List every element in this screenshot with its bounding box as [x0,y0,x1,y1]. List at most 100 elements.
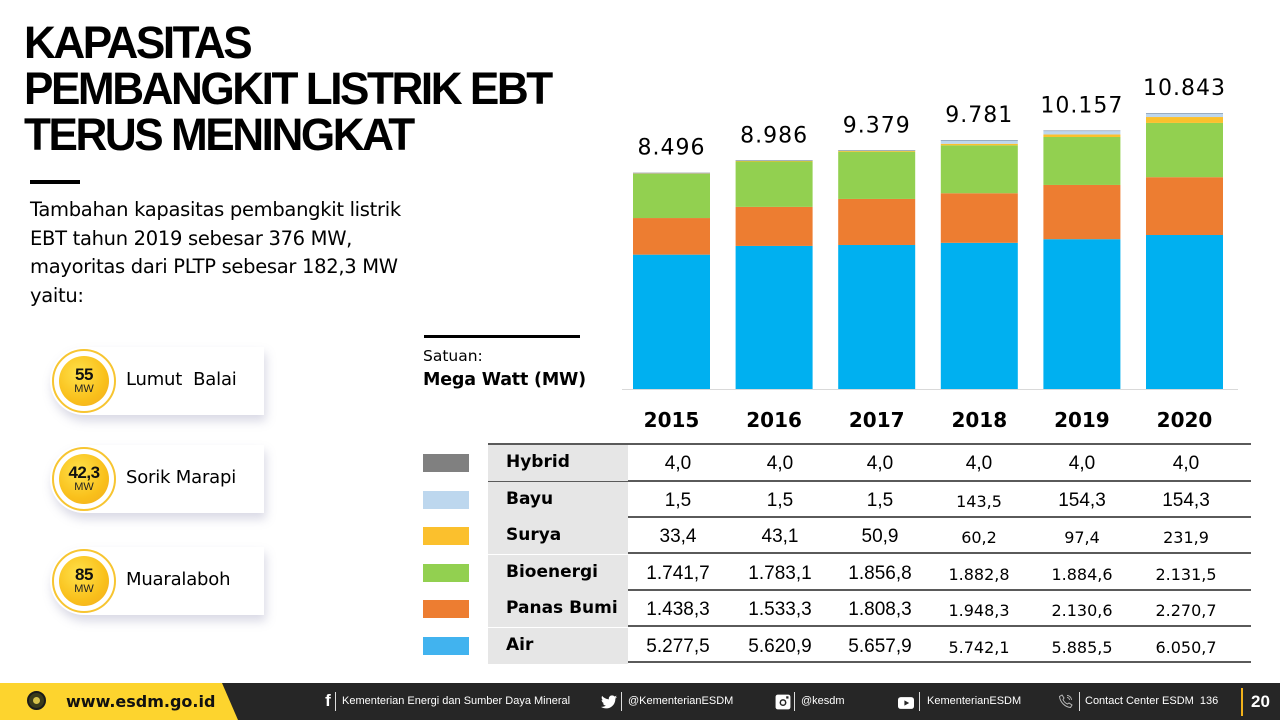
table-cell: 1.741,7 [646,562,710,584]
description: Tambahan kapasitas pembangkit listrik EB… [30,196,470,310]
table-cell: 50,9 [861,526,899,547]
unit-divider [424,335,580,338]
table-cell: 1,5 [664,489,692,511]
table-cell: 4,0 [965,453,993,474]
legend-swatch-surya [423,527,469,545]
divider [335,692,336,711]
bar-segment-air-2017 [838,244,916,389]
bar-segment-surya-2019 [1043,134,1121,137]
table-row: Panas Bumi 1.438,3 1.533,3 1.808,3 1.948,3 2.… [488,591,1251,627]
table-rule [488,552,1251,554]
bar-segment-air-2016 [735,245,813,389]
row-label-cell: Panas Bumi [488,591,628,627]
x-tick-label-2020: 2020 [1157,408,1213,432]
twitter-icon [601,695,617,709]
table-row: Bioenergi 1.741,7 1.783,1 1.856,8 1.882,8 1.8… [488,554,1251,591]
table-cell: 5.277,5 [646,635,710,657]
legend-swatch-panas-bumi [423,600,469,618]
plant-capacity-value: 85 [75,565,93,584]
table-cell: 2.131,5 [1155,564,1217,584]
row-label: Panas Bumi [506,598,618,618]
row-label-cell: Hybrid [488,445,628,481]
table-cell: 154,3 [1162,489,1210,511]
website-link[interactable]: www.esdm.go.id [66,692,216,711]
row-label-cell: Bayu [488,481,628,518]
instagram-icon [775,694,791,710]
plant-capacity-value: 55 [75,365,93,384]
table-cell: 143,5 [956,491,1002,511]
row-label-cell: Bioenergi [488,554,628,591]
x-tick-label-2019: 2019 [1054,408,1110,432]
table-cell: 2.130,6 [1051,601,1113,620]
table-cell: 4,0 [664,453,692,474]
bar-stack-2017 [838,150,916,389]
table-cell: 1.808,3 [848,599,912,620]
plant-capacity-badge: 55 MW [52,349,116,413]
bar-segment-panas-bumi-2015 [633,218,710,255]
row-label: Hybrid [506,452,570,472]
bar-segment-air-2019 [1043,239,1121,389]
plant-capacity-badge: 42,3 MW [52,447,116,511]
table-cell: 33,4 [659,526,697,547]
bar-segment-surya-2020 [1146,117,1223,123]
total-label-2017: 9.379 [843,113,911,138]
bar-segment-bioenergi-2016 [735,161,813,207]
bar-segment-bayu-2015 [633,172,710,174]
title-line: TERUS MENINGKAT [24,109,415,160]
table-rule [488,661,1251,663]
bar-segment-surya-2018 [940,143,1018,146]
table-rule [488,480,1251,482]
table-cell: 5.742,1 [948,637,1010,657]
bar-segment-panas-bumi-2016 [735,206,813,246]
bar-segment-bioenergi-2020 [1146,122,1223,178]
legend-swatch-bioenergi [423,563,469,582]
row-label: Bayu [506,488,554,509]
plant-capacity-unit: MW [74,481,94,493]
row-label: Surya [506,525,562,545]
table-cell: 4,0 [1068,453,1096,474]
bar-segment-hybrid-2018 [940,140,1018,141]
table-cell: 1.882,8 [948,564,1010,584]
legend-swatch-hybrid [423,454,469,472]
table-cell: 4,0 [866,453,894,474]
bar-segment-bayu-2016 [735,160,813,161]
bar-segment-hybrid-2017 [838,150,916,151]
table-cell: 1.884,6 [1051,564,1113,584]
row-label-cell: Surya [488,518,628,554]
description-line: yaitu: [30,283,84,307]
facebook-icon: f [325,691,331,710]
bar-stack-2020 [1146,113,1223,389]
divider [919,692,920,711]
page-title: KAPASITAS PEMBANGKIT LISTRIK EBT TERUS M… [24,20,592,158]
youtube-icon [898,697,914,709]
plant-name: Lumut Balai [126,369,237,390]
table-cell: 97,4 [1064,528,1100,547]
facebook-label: Kementerian Energi dan Sumber Daya Miner… [342,695,571,707]
divider [794,692,795,711]
bar-stack-2018 [940,140,1018,389]
row-label: Bioenergi [506,561,599,582]
table-row: Bayu 1,5 1,5 1,5 143,5 154,3 154,3 [488,481,1251,518]
row-label: Air [506,634,534,655]
table-row: Hybrid 4,0 4,0 4,0 4,0 4,0 4,0 [488,445,1251,481]
plant-capacity-unit: MW [74,383,94,395]
legend-swatch-air [423,636,469,655]
bar-segment-bayu-2018 [940,140,1018,144]
bar-segment-panas-bumi-2017 [838,198,916,245]
bar-segment-surya-2016 [735,160,813,162]
table-row: Air 5.277,5 5.620,9 5.657,9 5.742,1 5.885,5 6.… [488,627,1251,664]
bar-segment-bioenergi-2018 [940,145,1018,194]
unit-value: Mega Watt (MW) [423,370,586,390]
plant-capacity-badge: 85 MW [52,549,116,613]
bar-segment-hybrid-2015 [633,172,710,174]
table-cell: 5.657,9 [848,635,912,657]
x-tick-label-2017: 2017 [849,408,905,432]
description-line: Tambahan kapasitas pembangkit listrik [30,198,401,221]
bar-segment-bayu-2019 [1043,130,1121,135]
plant-name: Muaralaboh [126,569,231,590]
table-cell: 4,0 [766,453,794,474]
plant-capacity-unit: MW [74,583,94,595]
table-cell: 60,2 [961,528,997,547]
title-divider [30,180,80,184]
table-rule [488,516,1251,518]
